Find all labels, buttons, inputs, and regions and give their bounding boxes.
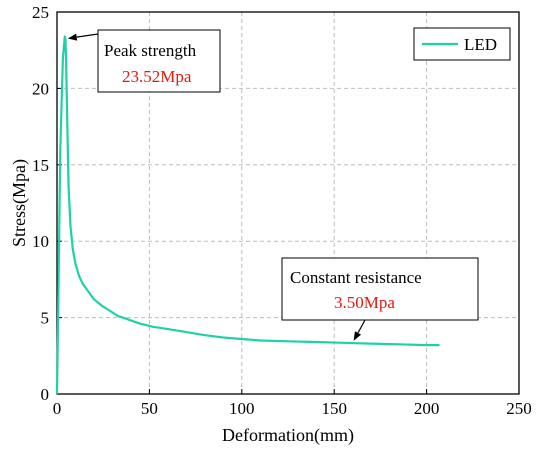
legend-label-led: LED: [464, 35, 497, 54]
annotation-constant-box: [281, 257, 479, 321]
annotation-peak-strength: Peak strength 23.52Mpa: [67, 29, 221, 93]
series-line-led: [55, 35, 440, 395]
y-tick-label: 10: [32, 232, 49, 251]
annotation-peak-arrowhead: [67, 33, 78, 41]
y-tick-label: 25: [32, 3, 49, 22]
x-tick-label: 50: [141, 399, 158, 418]
y-tick-label: 5: [41, 309, 50, 328]
annotation-peak-label: Peak strength: [104, 41, 197, 60]
y-tick-label: 20: [32, 79, 49, 98]
y-axis-ticks: 0 5 10 15 20 25: [32, 3, 62, 404]
x-tick-label: 0: [53, 399, 62, 418]
legend: LED: [413, 27, 511, 61]
annotation-constant-resistance: Constant resistance 3.50Mpa: [281, 257, 479, 341]
x-axis-ticks: 0 50 100 150 200 250: [53, 389, 532, 418]
x-tick-label: 200: [414, 399, 440, 418]
x-tick-label: 250: [506, 399, 532, 418]
annotation-constant-label: Constant resistance: [290, 268, 422, 287]
x-tick-label: 150: [321, 399, 347, 418]
annotation-constant-arrowhead: [353, 331, 362, 341]
annotation-constant-arrow: [357, 319, 366, 334]
x-tick-label: 100: [229, 399, 255, 418]
annotation-peak-box: [97, 29, 221, 93]
plot-frame: [56, 11, 520, 395]
x-axis-label: Deformation(mm): [222, 425, 354, 446]
y-tick-label: 15: [32, 156, 49, 175]
y-axis-label: Stress(Mpa): [9, 159, 30, 247]
y-tick-label: 0: [41, 385, 50, 404]
annotation-constant-value: 3.50Mpa: [334, 293, 395, 312]
annotation-peak-value: 23.52Mpa: [122, 67, 192, 86]
annotation-peak-arrow: [76, 33, 99, 38]
